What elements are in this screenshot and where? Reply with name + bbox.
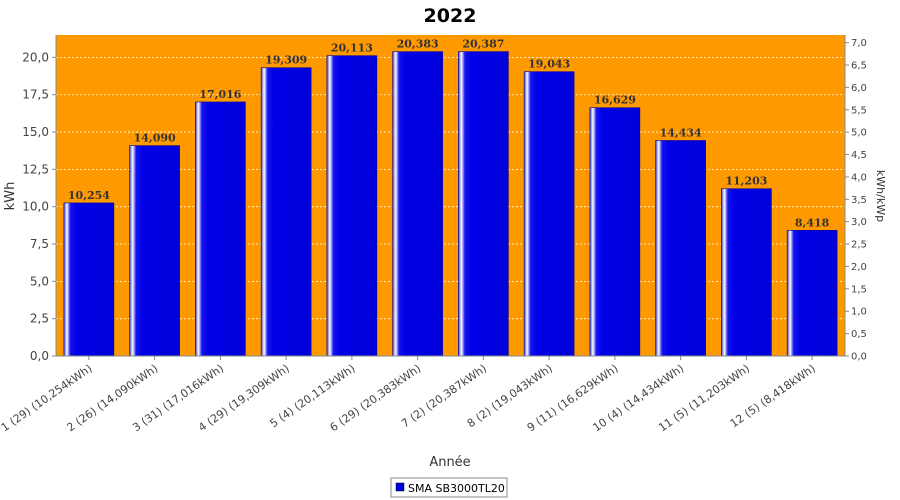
y-tick-label: 20,0 — [22, 50, 49, 64]
y-axis-ticks: 0,0 2,5 5,0 7,5 10,0 12,5 15,0 17,5 20,0 — [22, 50, 56, 363]
y-right-tick-label: 0,5 — [851, 329, 867, 340]
bar-value-label: 20,113 — [331, 42, 373, 55]
bar — [326, 55, 378, 357]
bar — [195, 101, 246, 357]
x-axis-label: Année — [429, 455, 470, 470]
chart-title: 2022 — [424, 5, 477, 27]
value-labels: 10,254 14,090 17,016 19,309 20,113 20,383 20,3… — [68, 38, 830, 230]
bar-value-label: 19,309 — [265, 54, 307, 67]
bar-value-label: 8,418 — [795, 216, 830, 229]
bar-value-label: 20,387 — [462, 38, 504, 51]
y-right-tick-label: 3,5 — [851, 195, 867, 206]
y-tick-label: 5,0 — [30, 274, 49, 288]
bar — [786, 230, 838, 357]
legend-box — [390, 477, 508, 498]
bar-value-label: 16,629 — [594, 94, 636, 107]
plot-area — [56, 35, 845, 356]
x-axis-ticks: 1 (29) (10,254kWh)2 (26) (14,090kWh)3 (3… — [0, 356, 818, 434]
bar-value-label: 14,434 — [660, 126, 702, 139]
y-tick-label: 17,5 — [22, 88, 49, 102]
bar-value-label: 19,043 — [528, 58, 570, 71]
y-tick-label: 2,5 — [30, 312, 49, 326]
y-right-tick-label: 6,5 — [851, 60, 867, 71]
y-right-tick-label: 4,5 — [851, 150, 867, 161]
y-right-tick-label: 1,5 — [851, 284, 867, 295]
y-right-tick-label: 7,0 — [851, 38, 867, 49]
bar — [458, 51, 509, 357]
legend: SMA SB3000TL20 — [390, 477, 508, 498]
bar — [260, 67, 312, 357]
y-tick-label: 0,0 — [30, 349, 49, 363]
bar — [523, 71, 575, 357]
y-right-tick-label: 2,0 — [851, 262, 867, 273]
bars — [63, 51, 838, 357]
y-right-tick-label: 5,5 — [851, 105, 867, 116]
grid-lines — [56, 56, 845, 320]
bar-value-label: 17,016 — [199, 88, 241, 101]
y-axis-label: kWh — [3, 182, 18, 211]
bar-value-label: 14,090 — [134, 132, 176, 145]
y-right-tick-label: 0,0 — [851, 352, 867, 363]
bar-value-label: 10,254 — [68, 189, 110, 202]
bar — [63, 202, 115, 357]
y-axis-right-ticks: 0,0 0,5 1,0 1,5 2,0 2,5 3,0 3,5 4,0 4,5 5,0 5,5 6,0 6… — [845, 38, 867, 363]
bar — [721, 188, 772, 357]
y-right-tick-label: 5,0 — [851, 128, 867, 139]
y-tick-label: 12,5 — [22, 162, 49, 176]
y-tick-label: 7,5 — [30, 237, 49, 251]
bar-value-label: 20,383 — [397, 38, 439, 51]
bar — [392, 51, 443, 357]
legend-swatch — [395, 482, 405, 492]
bar — [129, 145, 180, 357]
bar — [655, 140, 706, 357]
bar-value-label: 11,203 — [725, 175, 767, 188]
y-tick-label: 15,0 — [22, 125, 49, 139]
y-axis-right-label: kWh/kWp — [874, 170, 887, 222]
legend-label: SMA SB3000TL20 — [408, 482, 505, 495]
y-right-tick-label: 6,0 — [851, 83, 867, 94]
y-right-tick-label: 4,0 — [851, 172, 867, 183]
y-right-tick-label: 2,5 — [851, 240, 867, 251]
y-right-tick-label: 3,0 — [851, 217, 867, 228]
y-right-tick-label: 1,0 — [851, 307, 867, 318]
bar — [589, 107, 641, 357]
y-tick-label: 10,0 — [22, 200, 49, 214]
